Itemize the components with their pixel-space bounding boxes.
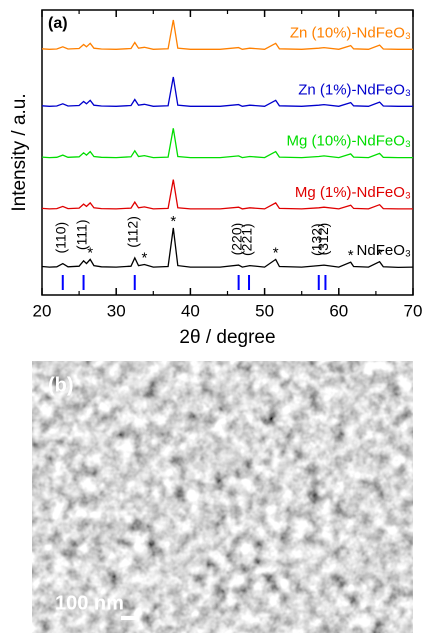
x-tick-label: 40 [181,301,200,320]
impurity-mark: * [141,249,147,266]
y-axis-title: Intensity / a.u. [9,93,30,211]
series-label: Zn (10%)-NdFeO₃ [290,24,411,41]
x-tick-label: 20 [33,301,52,320]
xrd-trace [41,179,413,210]
hkl-label: (312) [315,223,331,256]
series-label: NdFeO₃ [357,242,411,259]
x-tick-label: 30 [107,301,126,320]
impurity-mark: * [377,247,383,264]
panel-label: (b) [48,374,74,396]
scale-bar [121,616,138,620]
xrd-trace [41,227,414,269]
hkl-label: (111) [73,219,89,250]
xrd-trace [41,76,413,107]
impurity-mark: * [87,244,93,261]
x-tick-label: 70 [404,301,423,320]
x-axis-title: 2θ / degree [179,327,275,348]
hkl-label: (112) [124,216,140,248]
x-tick-label: 50 [255,301,274,320]
sem-texture [32,361,413,633]
series-label: Mg (10%)-NdFeO₃ [287,133,411,150]
impurity-mark: * [170,213,176,230]
impurity-mark: * [348,247,354,264]
panel-label: (a) [48,15,68,32]
x-tick-label: 60 [329,301,348,320]
hkl-label: (110) [52,222,68,254]
xrd-trace [41,128,413,159]
scale-bar-label: 100 nm [55,592,124,614]
hkl-label: (132) [308,223,324,256]
impurity-mark: * [273,244,279,261]
hkl-label: (221) [239,223,255,256]
series-label: Zn (1%)-NdFeO₃ [298,81,411,98]
series-label: Mg (1%)-NdFeO₃ [295,184,411,201]
hkl-label: (220) [228,223,244,256]
xrd-trace [41,19,413,50]
